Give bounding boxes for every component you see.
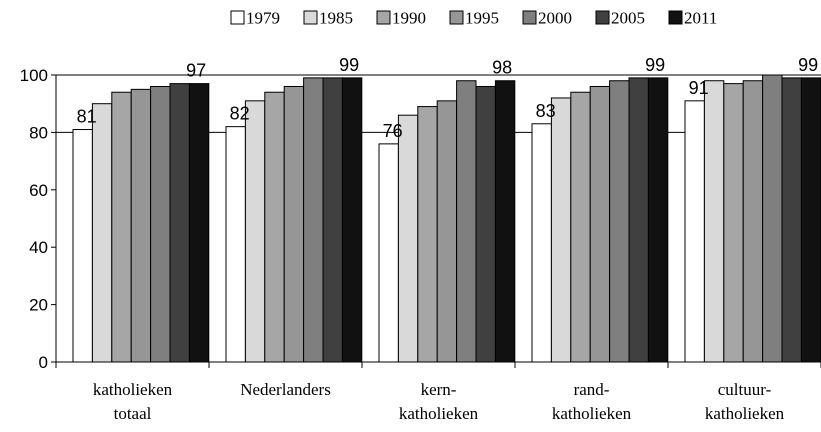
bar-1979-cat-3	[531, 123, 552, 363]
bar-2000-cat-3	[609, 80, 630, 363]
bar-1995-cat-1	[283, 85, 305, 363]
bar-2000-cat-0	[150, 85, 171, 363]
legend-swatch-1985	[303, 10, 318, 25]
bar-1990-cat-1	[264, 91, 285, 363]
legend-swatch-1979	[230, 10, 245, 25]
data-label-2011-cat-2: 98	[492, 58, 512, 78]
bar-2000-cat-1	[303, 77, 324, 363]
y-tick-label-0: 0	[39, 353, 48, 372]
bar-2011-cat-0	[188, 83, 210, 363]
legend-label-1995: 1995	[465, 9, 499, 28]
bar-1995-cat-0	[130, 88, 152, 363]
bar-1995-cat-2	[436, 100, 458, 363]
legend-swatch-2011	[668, 10, 683, 25]
data-label-2011-cat-3: 99	[645, 55, 665, 75]
bar-1985-cat-2	[397, 114, 419, 363]
legend-swatch-1990	[376, 10, 391, 25]
bar-1990-cat-3	[570, 91, 591, 363]
legend-swatch-1995	[449, 10, 464, 25]
bar-1985-cat-1	[244, 100, 266, 363]
legend-swatch-2000	[522, 10, 537, 25]
data-label-1979-cat-3: 83	[536, 101, 556, 121]
bar-series	[72, 74, 821, 363]
x-category-label-2: kern-katholieken	[399, 380, 479, 423]
bar-1979-cat-1	[225, 126, 246, 363]
bar-1990-cat-2	[417, 106, 438, 363]
bar-2005-cat-0	[169, 83, 190, 363]
y-tick-label-20: 20	[29, 296, 48, 315]
bar-2011-cat-3	[647, 77, 669, 363]
data-label-2011-cat-4: 99	[798, 55, 818, 75]
bar-1995-cat-3	[589, 85, 611, 363]
x-axis: katholieken totaal Nederlanders kern-kathol…	[55, 361, 821, 423]
bar-1985-cat-4	[703, 80, 725, 363]
legend-swatch-2005	[595, 10, 610, 25]
data-label-2011-cat-0: 97	[186, 61, 206, 81]
bar-2005-cat-3	[628, 77, 649, 363]
y-tick-label-80: 80	[29, 123, 48, 142]
bar-2011-cat-2	[494, 80, 516, 363]
data-label-1979-cat-4: 91	[689, 78, 709, 98]
x-category-label-3: rand-katholieken	[552, 380, 632, 423]
data-label-1979-cat-1: 82	[230, 104, 250, 124]
y-tick-label-60: 60	[29, 181, 48, 200]
bar-2005-cat-4	[781, 77, 802, 363]
y-tick-label-100: 100	[20, 66, 48, 85]
chart-legend: 1979 1985 1990 1995 2000 2005 2011	[230, 9, 717, 28]
bar-2005-cat-2	[475, 85, 496, 363]
bar-1985-cat-0	[91, 103, 113, 363]
bar-2000-cat-4	[762, 74, 783, 363]
bar-1990-cat-4	[723, 83, 744, 363]
y-tick-label-40: 40	[29, 238, 48, 257]
x-category-label-4: cultuur-katholieken	[705, 380, 785, 423]
bar-1979-cat-0	[72, 129, 93, 363]
data-label-1979-cat-0: 81	[77, 107, 97, 127]
x-category-label-0: katholieken totaal	[93, 380, 173, 423]
bar-1985-cat-3	[550, 97, 572, 363]
legend-label-1985: 1985	[319, 9, 353, 28]
data-labels: 81 97 82 99 76 98 83 99 91 99	[77, 55, 818, 141]
data-label-2011-cat-1: 99	[339, 55, 359, 75]
bar-1979-cat-2	[378, 143, 399, 363]
legend-label-2000: 2000	[538, 9, 572, 28]
legend-label-1990: 1990	[392, 9, 426, 28]
bar-2000-cat-2	[456, 80, 477, 363]
bar-1979-cat-4	[684, 100, 705, 363]
bar-2011-cat-1	[341, 77, 363, 363]
legend-label-1979: 1979	[246, 9, 280, 28]
data-label-1979-cat-2: 76	[383, 121, 403, 141]
bar-1995-cat-4	[742, 80, 764, 363]
bar-2005-cat-1	[322, 77, 343, 363]
legend-label-2011: 2011	[684, 9, 717, 28]
bar-1990-cat-0	[111, 91, 132, 363]
x-category-label-1: Nederlanders	[240, 380, 331, 399]
legend-label-2005: 2005	[611, 9, 645, 28]
bar-2011-cat-4	[800, 77, 821, 363]
